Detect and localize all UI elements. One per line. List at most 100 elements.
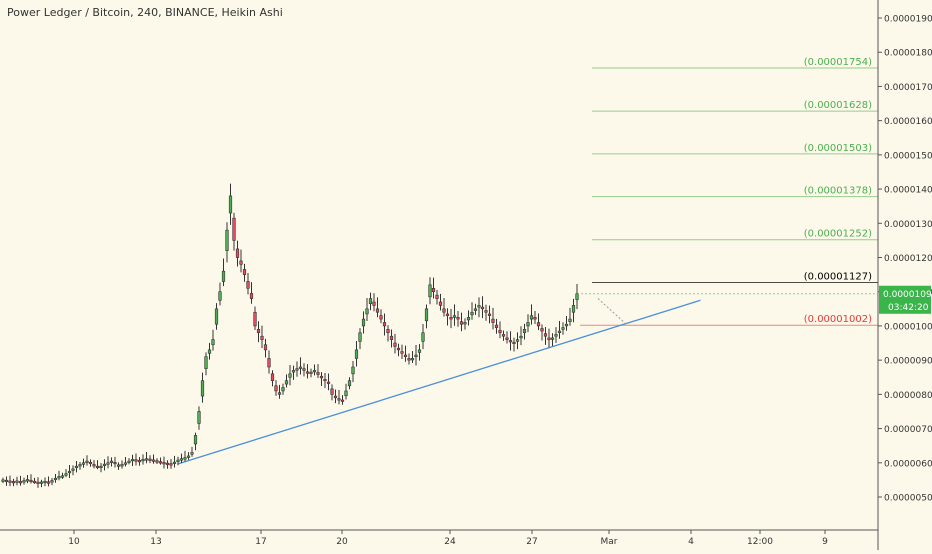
candle-body: [211, 339, 215, 346]
candle-body: [162, 462, 166, 465]
y-tick-label: 0.00000500: [884, 494, 932, 504]
candle-body: [407, 358, 411, 361]
candle-body: [547, 337, 551, 340]
candle-body: [11, 481, 16, 484]
candle-body: [358, 332, 362, 342]
candle-body: [515, 339, 520, 342]
candle-body: [295, 368, 299, 371]
candle-body: [354, 349, 359, 359]
horizontal-levels: (0.00001754) (0.00001628) (0.00001503) (0.0…: [580, 57, 878, 326]
candle-body: [340, 399, 345, 402]
candle-body: [375, 308, 380, 313]
candle-body: [102, 463, 107, 466]
candle-body: [512, 341, 516, 344]
candle-body: [120, 464, 124, 467]
candle-body: [53, 477, 58, 480]
x-tick-label: 20: [336, 537, 348, 547]
candle-body: [277, 392, 282, 395]
candle-body: [519, 335, 523, 339]
current-price-label: 0.00001094: [883, 290, 932, 300]
candle-body: [141, 459, 145, 462]
candle-body: [389, 335, 394, 340]
candle-body: [484, 310, 488, 313]
candle-body: [568, 318, 572, 322]
level-label: (0.00001628): [804, 100, 872, 111]
candle-body: [99, 465, 103, 469]
candle-body: [449, 317, 453, 320]
candle-body: [85, 460, 89, 463]
candle-body: [536, 322, 541, 327]
candle-body: [571, 305, 576, 313]
candle-body: [288, 373, 292, 378]
candle-body: [81, 462, 86, 465]
candle-body: [480, 306, 485, 310]
candle-body: [25, 479, 30, 482]
candle-body: [190, 452, 194, 455]
trendline: [177, 299, 701, 465]
candle-body: [200, 380, 205, 397]
x-tick-label: 27: [526, 537, 537, 547]
candle-body: [22, 480, 26, 483]
candle-body: [473, 308, 478, 311]
candle-body: [242, 269, 247, 275]
candle-body: [414, 354, 418, 358]
candle-body: [263, 344, 268, 351]
candle-body: [494, 324, 499, 328]
level-label: (0.00001754): [804, 57, 872, 68]
candle-body: [113, 461, 117, 465]
candle-body: [540, 328, 544, 332]
candle-body: [526, 322, 530, 327]
candle-body: [421, 332, 425, 342]
candle-body: [323, 379, 327, 382]
candle-body: [127, 460, 131, 463]
candle-body: [347, 380, 352, 387]
candle-body: [470, 311, 474, 316]
candle-body: [393, 342, 397, 347]
candle-body: [372, 301, 376, 306]
candle-body: [172, 461, 177, 464]
candle-body: [144, 458, 149, 461]
candle-body: [158, 461, 163, 464]
candle-body: [246, 281, 250, 289]
candle-body: [15, 480, 19, 483]
candle-body: [557, 330, 562, 334]
candle-body: [197, 411, 201, 424]
current-price-tag: [879, 285, 931, 314]
x-tick-label: Mar: [601, 537, 618, 547]
candle-body: [386, 329, 390, 334]
candle-body: [284, 380, 289, 385]
candle-body: [281, 387, 285, 392]
candle-body: [64, 473, 68, 476]
candle-body: [424, 308, 429, 322]
candle-body: [487, 313, 492, 316]
candle-body: [169, 463, 173, 466]
candle-body: [274, 385, 278, 392]
x-tick-label: 17: [255, 537, 266, 547]
candle-body: [221, 270, 226, 282]
candle-body: [365, 308, 369, 315]
candle-body: [463, 322, 467, 325]
candle-body: [316, 372, 320, 375]
candle-body: [193, 435, 198, 445]
candle-body: [344, 390, 348, 397]
price-tag-group: 0.00001094 03:42:20: [577, 285, 932, 314]
projection-line: [597, 298, 628, 326]
candle-body: [134, 459, 138, 462]
candle-body: [228, 195, 233, 214]
candle-body: [456, 317, 460, 320]
candle-body: [267, 358, 271, 368]
candle-body: [522, 329, 527, 334]
candle-body: [67, 471, 72, 474]
level-label: (0.00001503): [804, 143, 872, 154]
